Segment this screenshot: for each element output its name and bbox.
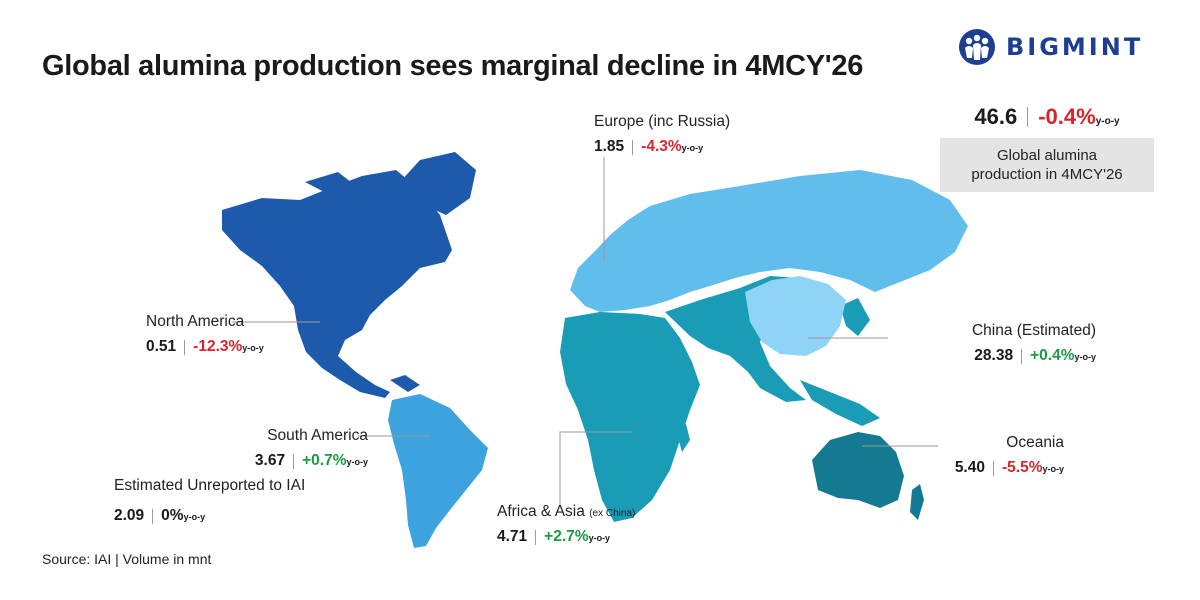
- map-europe: [570, 170, 968, 312]
- separator: [992, 460, 994, 476]
- map-africa-asia: [560, 276, 880, 522]
- bigmint-logo-icon: [959, 29, 995, 65]
- region-yoy: y-o-y: [1042, 464, 1064, 474]
- map-china: [745, 276, 846, 356]
- region-change: -12.3%: [193, 338, 243, 355]
- region-value: 4.71: [497, 528, 528, 545]
- global-change: -0.4%: [1038, 104, 1096, 129]
- region-yoy: y-o-y: [346, 457, 368, 467]
- global-separator: [1027, 107, 1029, 127]
- leader-africa-asia: [559, 431, 632, 505]
- region-value: 28.38: [974, 347, 1014, 364]
- region-name: Europe (inc Russia): [594, 113, 731, 130]
- brand-logo: BIGMINT: [958, 28, 1143, 66]
- map-north-america: [222, 152, 476, 398]
- region-change: -5.5%: [1001, 459, 1043, 476]
- source-note: Source: IAI | Volume in mnt: [42, 551, 212, 567]
- region-value: 2.09: [114, 507, 145, 524]
- label-north-america: North America 0.51 -12.3% y-o-y: [146, 313, 264, 356]
- brand-name: BIGMINT: [1006, 33, 1144, 61]
- region-name-row: Africa & Asia (ex China): [497, 503, 635, 521]
- global-summary: 46.6 -0.4% y-o-y Global alumina productio…: [940, 104, 1154, 192]
- region-change: +0.4%: [1030, 347, 1075, 364]
- global-caption-line2: production in 4MCY'26: [971, 166, 1123, 183]
- map-oceania: [812, 432, 924, 520]
- region-value: 0.51: [146, 338, 177, 355]
- region-change: -4.3%: [641, 138, 682, 155]
- separator: [293, 453, 295, 469]
- region-yoy: y-o-y: [1074, 352, 1096, 362]
- page-title: Global alumina production sees marginal …: [42, 50, 864, 82]
- region-change: +2.7%: [544, 528, 589, 545]
- label-china: China (Estimated) 28.38 +0.4% y-o-y: [972, 322, 1096, 365]
- region-name-note: (ex China): [589, 508, 636, 519]
- region-name: South America: [267, 427, 368, 444]
- region-yoy: y-o-y: [588, 533, 611, 543]
- label-south-america: South America 3.67 +0.7% y-o-y: [255, 427, 368, 470]
- region-yoy: y-o-y: [242, 343, 264, 353]
- global-value: 46.6: [974, 104, 1018, 129]
- label-oceania: Oceania 5.40 -5.5% y-o-y: [955, 434, 1064, 477]
- region-yoy: y-o-y: [183, 512, 206, 522]
- map-south-america: [388, 394, 488, 548]
- region-change: 0%: [161, 507, 184, 524]
- global-yoy: y-o-y: [1095, 116, 1120, 127]
- region-value: 5.40: [954, 459, 985, 476]
- region-name: Estimated Unreported to IAI: [114, 477, 306, 494]
- region-value: 1.85: [594, 138, 625, 155]
- separator: [1021, 348, 1023, 364]
- region-name: Oceania: [1006, 434, 1064, 451]
- region-yoy: y-o-y: [681, 143, 704, 153]
- region-name: China (Estimated): [971, 322, 1096, 339]
- region-value: 3.67: [254, 452, 286, 469]
- separator: [535, 529, 537, 545]
- region-change: +0.7%: [302, 452, 347, 469]
- label-europe: Europe (inc Russia) 1.85 -4.3% y-o-y: [594, 113, 730, 156]
- region-name: North America: [146, 313, 245, 330]
- separator: [632, 139, 634, 155]
- separator: [184, 339, 186, 355]
- region-name: Africa & Asia: [497, 503, 585, 520]
- leader-lines: [232, 157, 938, 505]
- label-africa-asia: Africa & Asia (ex China) 4.71 +2.7% y-o-y: [497, 503, 635, 546]
- global-caption-box: Global alumina production in 4MCY'26: [940, 138, 1154, 192]
- separator: [152, 508, 154, 524]
- label-unreported: Estimated Unreported to IAI 2.09 0% y-o-y: [114, 477, 305, 525]
- global-caption-line1: Global alumina: [996, 147, 1098, 164]
